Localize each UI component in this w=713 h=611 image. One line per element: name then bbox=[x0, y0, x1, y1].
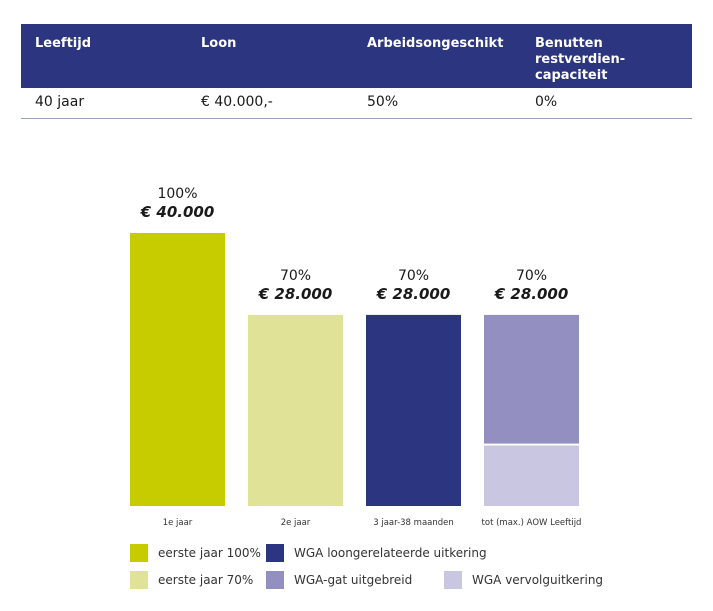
table-row: 40 jaar € 40.000,- 50% 0% bbox=[21, 88, 692, 119]
category-label: 1e jaar bbox=[163, 518, 193, 528]
header-restverdiencapaciteit: Benutten restverdien-capaciteit bbox=[535, 36, 626, 83]
bar-4-upper bbox=[484, 314, 579, 444]
cell-arbeidsongeschikt: 50% bbox=[367, 94, 399, 110]
cell-loon: € 40.000,- bbox=[201, 94, 273, 110]
header-leeftijd: Leeftijd bbox=[35, 36, 92, 51]
header-arbeidsongeschikt: Arbeidsongeschikt bbox=[367, 36, 504, 51]
table-header: Leeftijd Loon Arbeidsongeschikt Benutten… bbox=[21, 24, 692, 88]
bar-amount-label: € 40.000 bbox=[140, 203, 215, 221]
cell-restverdiencapaciteit: 0% bbox=[535, 94, 558, 110]
bar-percent-label: 70% bbox=[516, 268, 547, 284]
bar-amount-label: € 28.000 bbox=[258, 285, 333, 303]
bar-percent-label: 70% bbox=[280, 268, 311, 284]
category-label: 3 jaar-38 maanden bbox=[373, 518, 454, 528]
header-loon: Loon bbox=[201, 36, 237, 51]
bar-amount-label: € 28.000 bbox=[494, 285, 569, 303]
bar-percent-label: 70% bbox=[398, 268, 429, 284]
category-label: 2e jaar bbox=[281, 518, 311, 528]
bar-percent-label: 100% bbox=[157, 186, 197, 202]
bar-amount-label: € 28.000 bbox=[376, 285, 451, 303]
info-table: Leeftijd Loon Arbeidsongeschikt Benutten… bbox=[21, 24, 692, 119]
bar-4-lower bbox=[484, 445, 579, 506]
cell-leeftijd: 40 jaar bbox=[35, 94, 85, 110]
bar-1 bbox=[130, 233, 225, 506]
bar-2 bbox=[248, 314, 343, 506]
bar-3 bbox=[366, 314, 461, 506]
category-label: tot (max.) AOW Leeftijd bbox=[482, 518, 582, 528]
